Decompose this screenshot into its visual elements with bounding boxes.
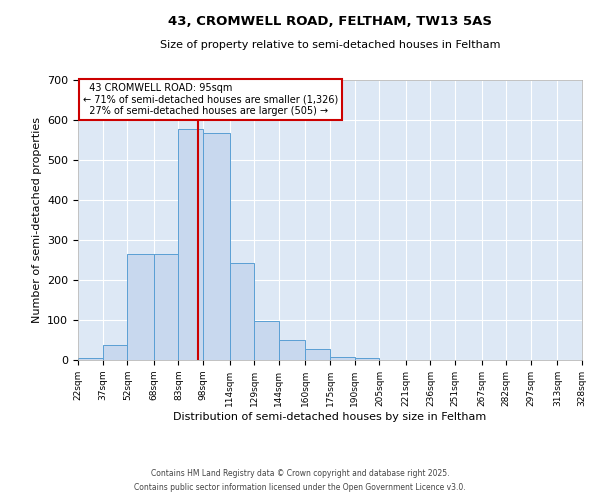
- Bar: [355, 358, 379, 360]
- Text: Size of property relative to semi-detached houses in Feltham: Size of property relative to semi-detach…: [160, 40, 500, 50]
- Text: 43 CROMWELL ROAD: 95sqm
← 71% of semi-detached houses are smaller (1,326)
  27% : 43 CROMWELL ROAD: 95sqm ← 71% of semi-de…: [83, 83, 338, 116]
- Bar: [103, 345, 127, 360]
- X-axis label: Distribution of semi-detached houses by size in Feltham: Distribution of semi-detached houses by …: [173, 412, 487, 422]
- Bar: [254, 321, 279, 360]
- Text: Contains HM Land Registry data © Crown copyright and database right 2025.: Contains HM Land Registry data © Crown c…: [151, 468, 449, 477]
- Bar: [178, 129, 203, 360]
- Bar: [230, 263, 254, 360]
- Bar: [154, 254, 178, 360]
- Bar: [127, 254, 154, 360]
- Y-axis label: Number of semi-detached properties: Number of semi-detached properties: [32, 117, 41, 323]
- Bar: [203, 133, 230, 360]
- Bar: [279, 340, 305, 360]
- Bar: [78, 358, 103, 360]
- Bar: [330, 357, 355, 360]
- Bar: [305, 349, 330, 360]
- Text: 43, CROMWELL ROAD, FELTHAM, TW13 5AS: 43, CROMWELL ROAD, FELTHAM, TW13 5AS: [168, 15, 492, 28]
- Text: Contains public sector information licensed under the Open Government Licence v3: Contains public sector information licen…: [134, 484, 466, 492]
